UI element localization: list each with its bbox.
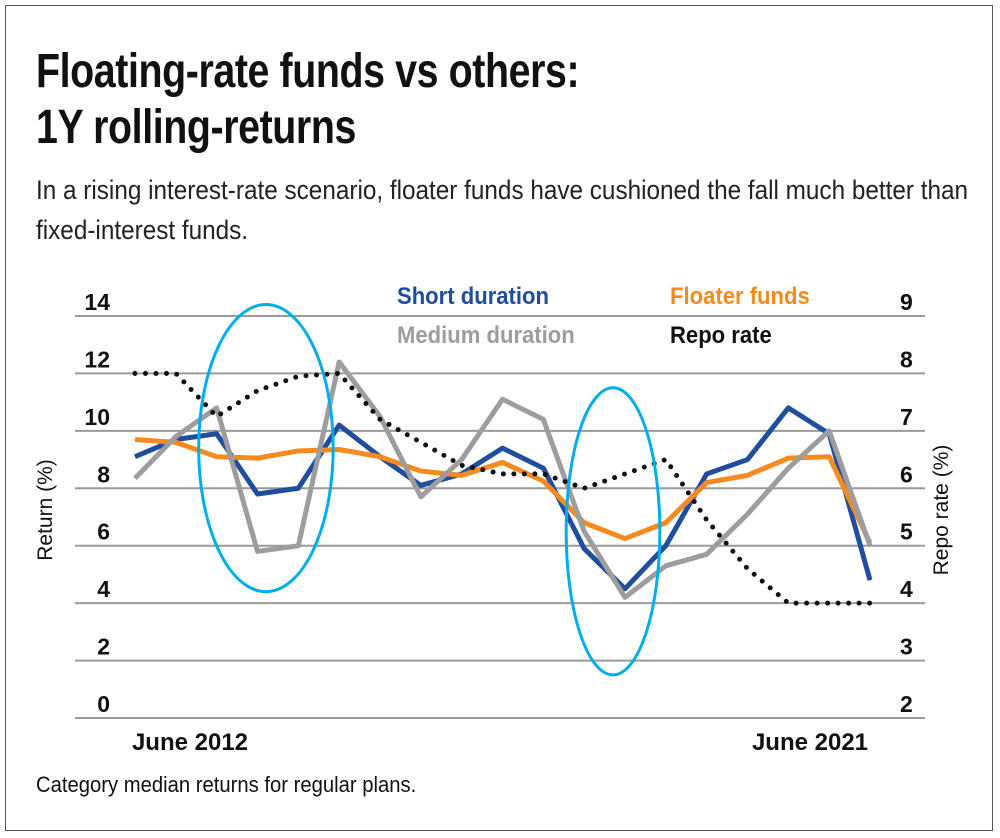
y2-tick-label: 2 bbox=[900, 691, 913, 717]
y2-tick-label: 6 bbox=[900, 461, 913, 487]
y2-tick-label: 3 bbox=[900, 634, 913, 660]
legend-entry: Medium duration bbox=[397, 321, 575, 348]
chart-subtitle: In a rising interest-rate scenario, floa… bbox=[36, 175, 969, 245]
x-tick-label-last: June 2021 bbox=[752, 729, 868, 756]
y-tick-label: 6 bbox=[97, 519, 110, 545]
legend-entry: Repo rate bbox=[670, 321, 772, 348]
legend-entry: Floater funds bbox=[670, 282, 810, 309]
highlight-ellipse bbox=[564, 386, 662, 677]
y2-tick-label: 9 bbox=[900, 289, 913, 315]
y2-tick-label: 5 bbox=[900, 519, 913, 545]
y2-tick-label: 4 bbox=[900, 576, 913, 602]
chart-title-line1: Floating-rate funds vs others: bbox=[36, 45, 580, 98]
y-tick-label: 2 bbox=[97, 634, 110, 660]
y-tick-label: 14 bbox=[84, 289, 110, 315]
y2-tick-label: 8 bbox=[900, 346, 913, 372]
series-line-floater-funds bbox=[134, 436, 873, 544]
chart-title-line2: 1Y rolling-returns bbox=[36, 101, 356, 154]
y-tick-label: 8 bbox=[97, 461, 110, 487]
x-tick-label-first: June 2012 bbox=[132, 729, 248, 756]
frame-border bbox=[5, 5, 993, 831]
y-tick-label: 0 bbox=[97, 691, 110, 717]
y-tick-label: 4 bbox=[97, 576, 110, 602]
y2-axis-label: Repo rate (%) bbox=[930, 445, 953, 576]
footnote: Category median returns for regular plan… bbox=[36, 772, 417, 797]
y-tick-label: 12 bbox=[84, 346, 110, 372]
y-axis-label: Return (%) bbox=[34, 459, 57, 561]
legend-entry: Short duration bbox=[397, 282, 549, 309]
highlight-ellipse bbox=[197, 303, 335, 594]
y2-tick-label: 7 bbox=[900, 404, 913, 430]
y-tick-label: 10 bbox=[84, 404, 110, 430]
